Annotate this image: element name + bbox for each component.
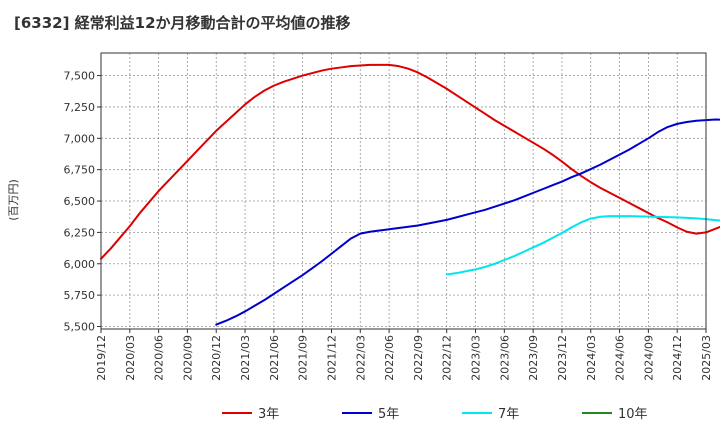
- y-axis-unit-label: (百万円): [7, 179, 20, 221]
- y-tick-label: 5,500: [64, 320, 96, 333]
- plot-background: [101, 53, 706, 329]
- legend-label: 5年: [378, 407, 399, 422]
- x-tick-label: 2022/06: [383, 335, 396, 381]
- legend: 3年 5年 7年 10年: [222, 407, 648, 422]
- x-tick-label: 2023/12: [556, 335, 569, 381]
- y-tick-label: 6,250: [64, 226, 96, 239]
- series-line-5年: [215, 118, 720, 326]
- x-tick-label: 2020/12: [210, 335, 223, 381]
- x-tick-label: 2024/06: [614, 335, 627, 381]
- legend-label: 7年: [498, 407, 519, 422]
- x-tick-label: 2024/09: [642, 335, 655, 381]
- x-tick-label: 2025/03: [700, 335, 713, 381]
- x-tick-label: 2024/03: [585, 335, 598, 381]
- y-tick-label: 6,500: [64, 195, 96, 208]
- x-tick-label: 2021/03: [239, 335, 252, 381]
- x-tick-label: 2021/09: [297, 335, 310, 381]
- x-tick-label: 2022/12: [441, 335, 454, 381]
- y-axis: 5,500 5,750 6,000 6,250 6,500 6,750 7,000 7,250…: [64, 70, 101, 333]
- y-tick-label: 7,250: [64, 101, 96, 114]
- x-tick-label: 2023/09: [527, 335, 540, 381]
- y-tick-label: 6,750: [64, 164, 96, 177]
- x-tick-label: 2019/12: [95, 335, 108, 381]
- chart-title: [6332] 経常利益12か月移動合計の平均値の推移: [14, 14, 351, 32]
- series-line-7年: [445, 215, 720, 276]
- gridlines: [100, 53, 707, 329]
- x-tick-label: 2020/09: [181, 335, 194, 381]
- x-axis: 2019/12 2020/03 2020/06 2020/09 2020/12 2021/…: [95, 329, 713, 381]
- y-tick-label: 6,000: [64, 258, 96, 271]
- y-tick-label: 5,750: [64, 289, 96, 302]
- plot-frame: [100, 52, 707, 330]
- series-lines: [100, 63, 720, 326]
- x-tick-label: 2023/06: [498, 335, 511, 381]
- legend-label: 3年: [258, 407, 279, 422]
- x-tick-label: 2024/12: [671, 335, 684, 381]
- legend-label: 10年: [618, 407, 648, 422]
- y-tick-label: 7,000: [64, 132, 96, 145]
- x-tick-label: 2022/03: [354, 335, 367, 381]
- x-tick-label: 2021/06: [268, 335, 281, 381]
- x-tick-label: 2023/03: [470, 335, 483, 381]
- x-tick-label: 2021/12: [325, 335, 338, 381]
- x-tick-label: 2020/06: [153, 335, 166, 381]
- y-tick-label: 7,500: [64, 70, 96, 83]
- series-line-3年: [100, 63, 720, 260]
- x-tick-label: 2022/09: [412, 335, 425, 381]
- x-tick-label: 2020/03: [124, 335, 137, 381]
